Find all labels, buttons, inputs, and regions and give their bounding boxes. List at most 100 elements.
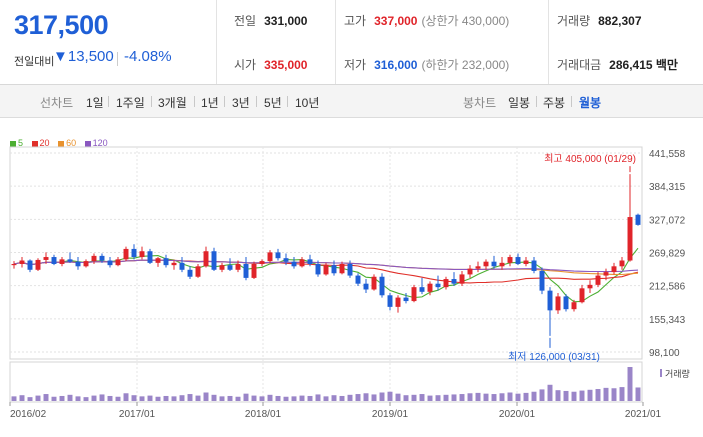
candle-body (483, 261, 489, 267)
period-10y-button[interactable]: 10년 (295, 96, 320, 110)
candle-body (531, 260, 537, 271)
candle-body (195, 266, 201, 277)
volume-bar (147, 395, 153, 401)
volume-bar (507, 392, 513, 401)
period-3m-button[interactable]: 3개월 (158, 96, 187, 110)
legend-label: 20 (39, 138, 50, 148)
volume-bar (275, 395, 281, 401)
volume-bar (411, 394, 417, 401)
candle-body (499, 262, 505, 267)
period-1d-button[interactable]: 1일 (86, 96, 104, 110)
candle-weekly-button[interactable]: 주봉 (543, 96, 566, 110)
candle-body (251, 263, 257, 278)
volume-bar (259, 396, 265, 401)
lower-limit: (하한가 232,000) (421, 58, 510, 72)
volume-bar (67, 394, 73, 401)
candle-body (611, 266, 617, 273)
candle-body (187, 269, 193, 277)
stat-high: 고가 337,000 (상한가 430,000) (344, 12, 509, 29)
candle-body (467, 268, 473, 275)
volume-bar (299, 395, 305, 401)
candle-daily-button[interactable]: 일봉 (508, 96, 531, 110)
stat-label: 전일 (234, 14, 257, 28)
volume-bar (27, 397, 33, 401)
volume-bar (523, 392, 529, 401)
volume-label: 거래량 (665, 368, 690, 379)
volume-bar (491, 394, 497, 401)
y-tick-label: 212,586 (649, 282, 686, 293)
period-3y-button[interactable]: 3년 (232, 96, 250, 110)
candle-body (155, 258, 161, 263)
candle-body (555, 296, 561, 311)
legend-item-ma20: 20 (31, 138, 50, 148)
candle-body (635, 214, 641, 225)
quote-header: 317,500 전일대비 ▼13,500 -4.08% 전일 331,000 고가… (0, 0, 703, 85)
candle-chart-title: 봉차트 (463, 96, 497, 110)
stat-amount: 거래대금 286,415 백만 (557, 56, 678, 73)
volume-plot-frame (9, 361, 643, 403)
volume-bar (123, 393, 129, 401)
period-1w-button[interactable]: 1주일 (116, 96, 145, 110)
candle-body (219, 265, 225, 270)
y-tick-label: 98,100 (649, 348, 680, 359)
candle-body (331, 265, 337, 274)
volume-bar (363, 393, 369, 401)
candle-body (203, 251, 209, 267)
volume-bar (563, 390, 569, 401)
candle-body (523, 260, 529, 264)
candle-body (139, 251, 145, 258)
volume-bar (99, 394, 105, 401)
legend-item-ma60: 60 (58, 138, 76, 148)
candle-body (539, 270, 545, 291)
candle-body (419, 287, 425, 292)
volume-bar (451, 394, 457, 401)
stat-value: 331,000 (264, 14, 308, 28)
volume-bar (395, 393, 401, 401)
volume-bar (403, 395, 409, 401)
candle-body (491, 261, 497, 267)
volume-bar (195, 395, 201, 401)
volume-bar (579, 390, 585, 401)
y-tick-label: 155,343 (649, 315, 686, 326)
stat-label: 고가 (344, 14, 367, 28)
volume-bar (163, 395, 169, 401)
volume-bar (419, 394, 425, 401)
change-value: ▼13,500 (53, 48, 114, 65)
candle-body (299, 259, 305, 267)
candle-body (363, 283, 369, 290)
volume-bar (595, 389, 601, 401)
volume-bar (371, 394, 377, 401)
divider (571, 96, 572, 107)
volume-bar (547, 384, 553, 401)
volume-bar (179, 395, 185, 401)
volume-bar (91, 395, 97, 401)
candle-body (35, 259, 41, 270)
volume-bar (323, 396, 329, 401)
candle-body (67, 259, 73, 262)
stat-label: 시가 (234, 58, 257, 72)
candle-body (547, 290, 553, 311)
volume-bar (75, 396, 81, 401)
candle-body (147, 251, 153, 263)
candle-body (99, 255, 105, 261)
candle-monthly-button[interactable]: 월봉 (579, 96, 602, 110)
y-tick-label: 384,315 (649, 182, 686, 193)
volume-legend-swatch (660, 369, 662, 377)
legend-item-ma5: 5 (10, 138, 23, 148)
volume-bar (243, 393, 249, 401)
volume-bar (539, 389, 545, 401)
divider (548, 0, 549, 84)
volume-bar (443, 394, 449, 401)
period-5y-button[interactable]: 5년 (264, 96, 282, 110)
volume-bar (307, 395, 313, 401)
stat-value: 316,000 (374, 58, 418, 72)
stat-value: 335,000 (264, 58, 308, 72)
volume-bar (211, 394, 217, 401)
period-1y-button[interactable]: 1년 (201, 96, 219, 110)
volume-bar (51, 396, 57, 401)
stat-label: 저가 (344, 58, 367, 72)
volume-bar (11, 396, 17, 401)
divider (335, 0, 336, 84)
volume-bar (611, 388, 617, 401)
